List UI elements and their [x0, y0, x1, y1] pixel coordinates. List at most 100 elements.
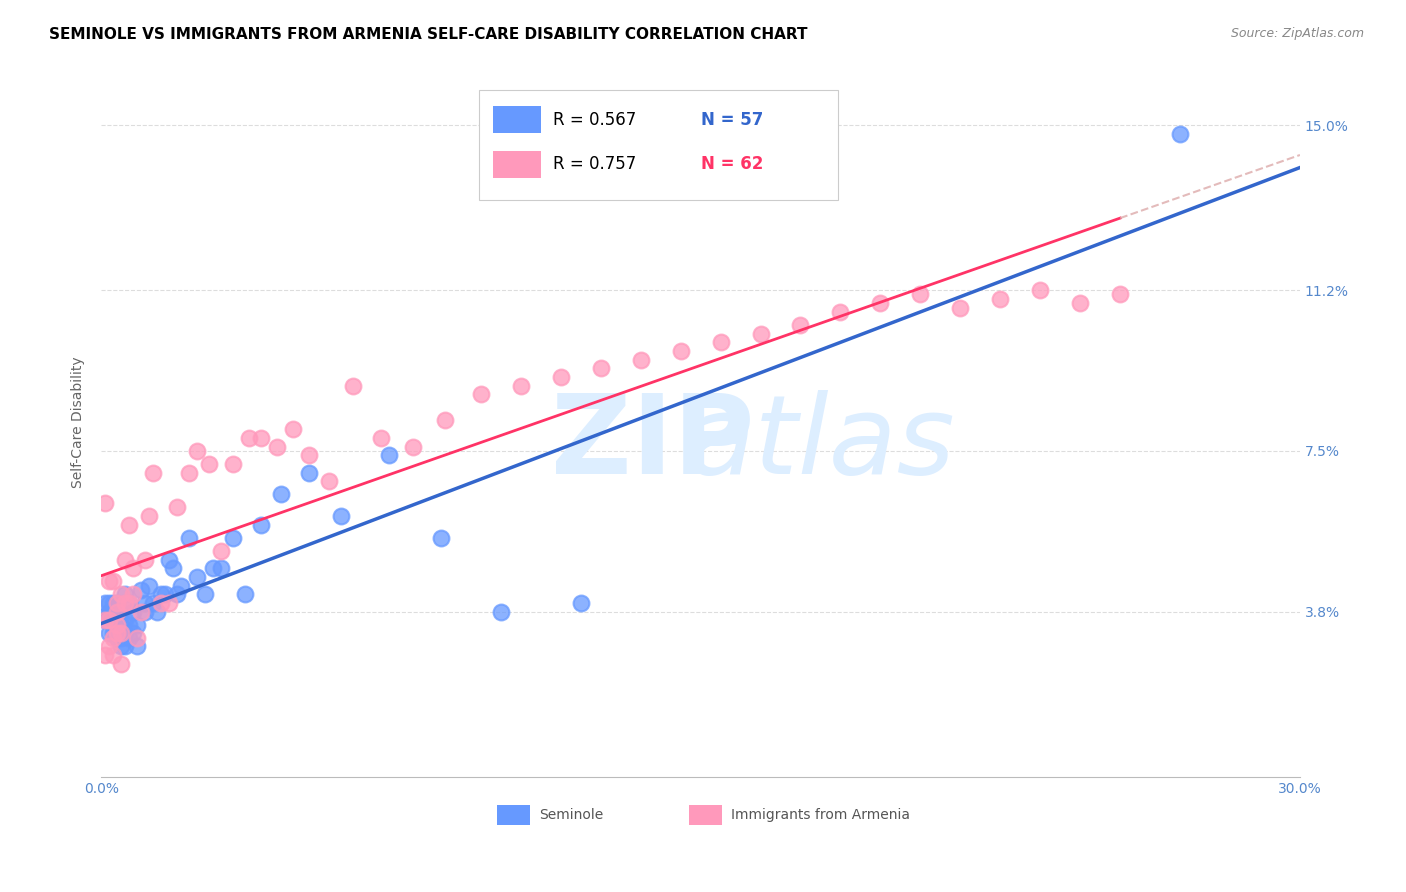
Point: [330, 509, 353, 524]
Text: ZIP: ZIP: [551, 391, 755, 498]
Point: [110, 631, 132, 645]
Point: [118, 596, 141, 610]
Point: [114, 613, 136, 627]
Point: [179, 531, 201, 545]
Point: [118, 596, 141, 610]
Point: [789, 318, 811, 332]
Point: [103, 617, 125, 632]
Point: [202, 561, 225, 575]
Point: [142, 466, 165, 480]
Point: [105, 596, 128, 610]
Point: [1069, 296, 1091, 310]
Point: [1029, 283, 1052, 297]
Point: [589, 361, 612, 376]
Point: [105, 605, 128, 619]
Point: [157, 552, 180, 566]
Point: [138, 578, 160, 592]
Point: [94, 596, 117, 610]
Point: [118, 617, 141, 632]
Point: [110, 605, 132, 619]
Point: [209, 561, 232, 575]
Point: [114, 596, 136, 610]
Point: [105, 596, 128, 610]
Bar: [496, 805, 530, 825]
Point: [103, 613, 125, 627]
Point: [238, 431, 260, 445]
Point: [370, 431, 392, 445]
Text: N = 57: N = 57: [700, 111, 763, 128]
Point: [402, 440, 425, 454]
Point: [134, 605, 156, 619]
Text: Source: ZipAtlas.com: Source: ZipAtlas.com: [1230, 27, 1364, 40]
Point: [105, 613, 128, 627]
Text: N = 62: N = 62: [700, 155, 763, 173]
Text: Immigrants from Armenia: Immigrants from Armenia: [731, 808, 910, 822]
Point: [250, 431, 273, 445]
Point: [94, 613, 117, 627]
Point: [127, 617, 149, 632]
Point: [122, 626, 145, 640]
Point: [318, 475, 340, 489]
Text: R = 0.567: R = 0.567: [553, 111, 637, 128]
Point: [153, 587, 176, 601]
Point: [250, 517, 273, 532]
Point: [110, 657, 132, 671]
Point: [103, 648, 125, 662]
Point: [142, 596, 165, 610]
Point: [669, 343, 692, 358]
Text: R = 0.757: R = 0.757: [553, 155, 637, 173]
Point: [270, 487, 292, 501]
Point: [105, 605, 128, 619]
Point: [281, 422, 304, 436]
Point: [114, 640, 136, 654]
Point: [105, 631, 128, 645]
Point: [114, 587, 136, 601]
Point: [433, 413, 456, 427]
Point: [118, 517, 141, 532]
Point: [298, 466, 321, 480]
Point: [118, 631, 141, 645]
Point: [198, 457, 221, 471]
Point: [830, 305, 852, 319]
Text: SEMINOLE VS IMMIGRANTS FROM ARMENIA SELF-CARE DISABILITY CORRELATION CHART: SEMINOLE VS IMMIGRANTS FROM ARMENIA SELF…: [49, 27, 807, 42]
Point: [129, 605, 152, 619]
Point: [103, 596, 125, 610]
Point: [105, 622, 128, 636]
Point: [709, 335, 731, 350]
Point: [162, 561, 184, 575]
Point: [233, 587, 256, 601]
Point: [988, 292, 1011, 306]
Point: [134, 596, 156, 610]
Point: [98, 605, 121, 619]
Point: [103, 631, 125, 645]
Point: [94, 613, 117, 627]
Point: [209, 544, 232, 558]
Point: [150, 587, 173, 601]
Point: [1109, 287, 1132, 301]
Point: [110, 626, 132, 640]
Point: [266, 440, 288, 454]
Point: [342, 378, 364, 392]
Point: [166, 587, 188, 601]
Point: [129, 582, 152, 597]
Point: [110, 617, 132, 632]
Point: [98, 596, 121, 610]
Bar: [689, 805, 723, 825]
Point: [1168, 127, 1191, 141]
Point: [550, 370, 572, 384]
Point: [127, 631, 149, 645]
Point: [194, 587, 217, 601]
FancyBboxPatch shape: [479, 90, 838, 200]
Point: [127, 640, 149, 654]
Point: [122, 605, 145, 619]
Text: Seminole: Seminole: [538, 808, 603, 822]
Point: [186, 570, 208, 584]
Point: [122, 587, 145, 601]
Point: [569, 596, 592, 610]
Bar: [494, 151, 541, 178]
Point: [103, 574, 125, 589]
Point: [298, 448, 321, 462]
Point: [378, 448, 401, 462]
Point: [150, 596, 173, 610]
Point: [179, 466, 201, 480]
